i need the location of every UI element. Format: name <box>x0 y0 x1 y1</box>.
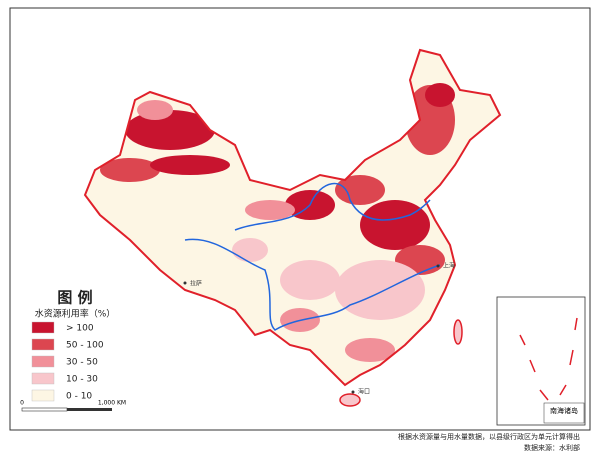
legend: > 100 50 - 100 30 - 50 10 - 30 0 - 10 <box>31 321 104 402</box>
place-label: 拉萨 <box>190 280 202 288</box>
inset-lines <box>519 317 578 401</box>
scale-label: 1,000 KM <box>98 400 126 407</box>
scale-bar <box>21 407 112 412</box>
frame <box>9 7 591 431</box>
place-label: 上海 <box>443 262 455 270</box>
region <box>150 155 230 175</box>
region <box>425 83 455 107</box>
legend-swatch <box>31 389 55 402</box>
region <box>245 200 295 220</box>
legend-label: 50 - 100 <box>66 341 104 351</box>
inset-label: 南海诸岛 <box>550 406 578 415</box>
region <box>280 260 340 300</box>
legend-title: 图 例 <box>57 289 92 307</box>
region <box>100 158 160 182</box>
region <box>125 110 215 150</box>
legend-swatch <box>31 338 55 351</box>
region <box>232 238 268 262</box>
china-map <box>84 49 501 407</box>
legend-swatch <box>31 321 55 334</box>
region <box>360 200 430 250</box>
footnote: 数据来源：水利部 <box>524 443 580 452</box>
legend-label: 0 - 10 <box>66 392 92 402</box>
legend-label: 10 - 30 <box>66 375 98 385</box>
footnote: 根据水资源量与用水量数据，以县级行政区为单元计算得出 <box>398 432 580 441</box>
legend-label: 30 - 50 <box>66 358 98 368</box>
legend-swatch <box>31 372 55 385</box>
legend-label: > 100 <box>66 324 94 334</box>
region <box>335 260 425 320</box>
legend-swatch <box>31 355 55 368</box>
region <box>335 175 385 205</box>
region <box>345 338 395 362</box>
scale-label: 0 <box>20 400 24 407</box>
place-label: 海口 <box>358 388 370 396</box>
region <box>137 100 173 120</box>
legend-subtitle: 水资源利用率（%） <box>35 308 116 320</box>
